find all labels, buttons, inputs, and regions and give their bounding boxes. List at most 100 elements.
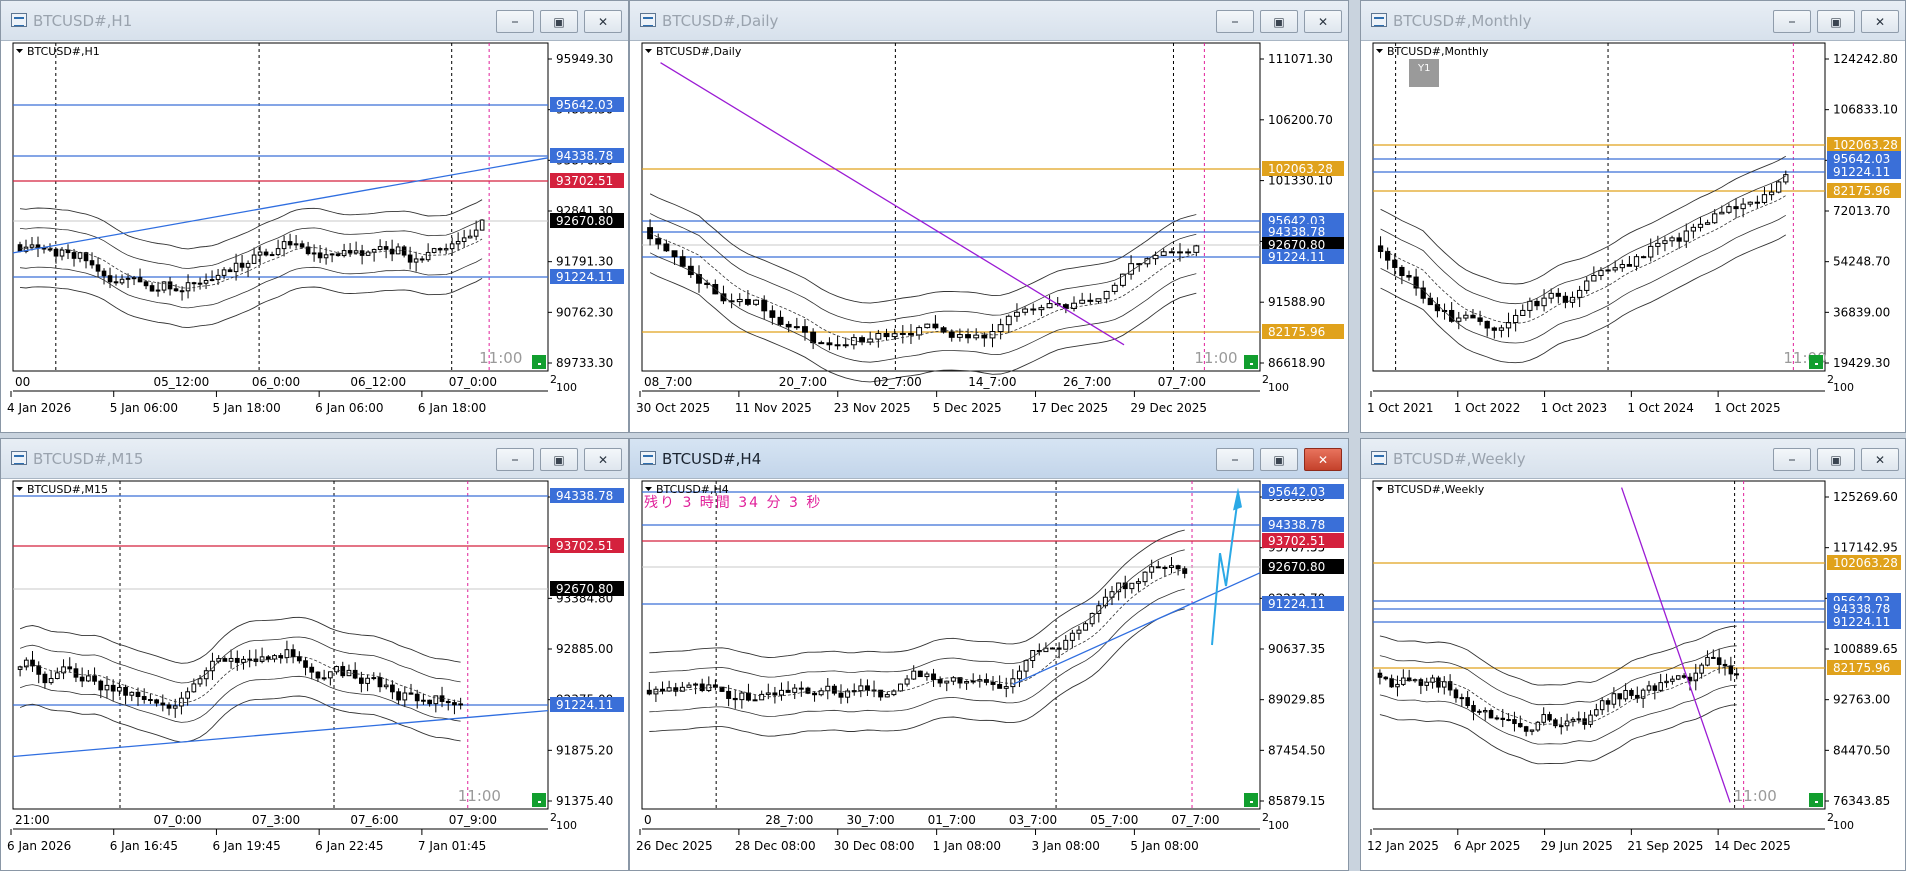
chart-window-h1[interactable]: BTCUSD#,H1 ⎯ ▣ ✕ BTCUSD#,H1 11:00 95949.30… [0, 0, 629, 433]
minimize-button[interactable]: ⎯ [496, 10, 534, 33]
candle [155, 281, 161, 297]
time-axis-top-label: 05_12:00 [153, 375, 209, 389]
close-button[interactable]: ✕ [1861, 448, 1899, 471]
chart-area[interactable]: BTCUSD#,Daily 11:00 111071.30 106200.70 1013… [630, 41, 1348, 432]
minimize-button[interactable]: ⎯ [1216, 448, 1254, 471]
window-titlebar[interactable]: BTCUSD#,H1 ⎯ ▣ ✕ [1, 1, 628, 41]
candle [341, 243, 347, 258]
plot-frame [1372, 480, 1826, 810]
status-indicator [1809, 793, 1823, 807]
price-chart[interactable]: BTCUSD#,Daily 11:00 111071.30 106200.70 1013… [630, 41, 1348, 432]
minimize-button[interactable]: ⎯ [1773, 448, 1811, 471]
minimize-button[interactable]: ⎯ [1216, 10, 1254, 33]
plot-frame [12, 42, 549, 372]
close-button[interactable]: ✕ [1304, 448, 1342, 471]
level-tag: 91224.11 [550, 697, 624, 712]
candle [263, 248, 269, 257]
candle [1010, 669, 1016, 694]
time-axis-top-label: 26_7:00 [1063, 375, 1111, 389]
level-tag-text: 94338.78 [556, 489, 613, 503]
candle [981, 332, 988, 347]
candle [1588, 710, 1593, 728]
candle [209, 270, 215, 282]
candle [931, 668, 937, 687]
candle [761, 295, 768, 320]
candle [77, 252, 83, 263]
band-line [649, 588, 1185, 717]
chart-window-m15[interactable]: BTCUSD#,M15 ⎯ ▣ ✕ BTCUSD#,M1511:0094384.… [0, 438, 629, 871]
candle [1395, 675, 1400, 697]
candle [875, 329, 882, 348]
window-titlebar[interactable]: BTCUSD#,Weekly ⎯ ▣ ✕ [1361, 439, 1905, 479]
candle [1399, 265, 1405, 285]
candle [1640, 688, 1646, 708]
candle [1470, 308, 1476, 319]
status-indicator [532, 793, 546, 807]
chart-window-h4[interactable]: BTCUSD#,H4 ⎯ ▣ ✕ BTCUSD#,H4 残り 3 時間 34 分 … [629, 438, 1349, 871]
candle [686, 682, 692, 688]
candle [1477, 310, 1483, 326]
chart-window-weekly[interactable]: BTCUSD#,Weekly ⎯ ▣ ✕ BTCUSD#,Weekly 11:00… [1360, 438, 1906, 871]
time-axis-label: 1 Oct 2025 [1714, 401, 1781, 415]
maximize-button[interactable]: ▣ [540, 448, 578, 471]
candle [1063, 635, 1069, 650]
time-axis-top-label: 07_0:00 [449, 375, 497, 389]
candle [917, 670, 923, 678]
price-chart[interactable]: BTCUSD#,MonthlyY111:00124242.80106833.10… [1361, 41, 1905, 432]
minimize-button[interactable]: ⎯ [496, 448, 534, 471]
price-axis-label: 72013.70 [1833, 204, 1890, 218]
candle [1160, 248, 1167, 256]
candle [851, 683, 857, 696]
window-titlebar[interactable]: BTCUSD#,H4 ⎯ ▣ ✕ [630, 439, 1348, 479]
close-button[interactable]: ✕ [584, 448, 622, 471]
maximize-button[interactable]: ▣ [1817, 10, 1855, 33]
window-titlebar[interactable]: BTCUSD#,Monthly ⎯ ▣ ✕ [1361, 1, 1905, 41]
band-line [19, 258, 483, 309]
price-chart[interactable]: BTCUSD#,Weekly11:00125269.60117142.95109… [1361, 479, 1905, 870]
price-axis-label: 125269.60 [1833, 490, 1898, 504]
candle [911, 665, 917, 680]
band-line [1379, 704, 1737, 765]
price-chart[interactable]: BTCUSD#,H111:0095949.3094899.3093870.309… [1, 41, 628, 432]
chart-area[interactable]: BTCUSD#,Weekly11:00125269.60117142.95109… [1361, 479, 1905, 870]
chart-area[interactable]: BTCUSD#,H111:0095949.3094899.3093870.309… [1, 41, 628, 432]
candle [671, 250, 678, 265]
close-button[interactable]: ✕ [584, 10, 622, 33]
minimize-button[interactable]: ⎯ [1773, 10, 1811, 33]
close-button[interactable]: ✕ [1861, 10, 1899, 33]
candle [1095, 298, 1102, 304]
price-chart[interactable]: BTCUSD#,M1511:0094384.2093884.6093384.80… [1, 479, 628, 870]
band-line [1380, 195, 1787, 324]
candle [149, 282, 155, 292]
candle [227, 267, 233, 273]
candle [419, 256, 425, 263]
maximize-button[interactable]: ▣ [1260, 10, 1298, 33]
candle [785, 321, 792, 333]
maximize-button[interactable]: ▣ [1260, 448, 1298, 471]
trend-line [1012, 572, 1261, 685]
maximize-button[interactable]: ▣ [540, 10, 578, 33]
candle [377, 672, 383, 693]
window-titlebar[interactable]: BTCUSD#,Daily ⎯ ▣ ✕ [630, 1, 1348, 41]
candle [826, 337, 833, 351]
chart-area[interactable]: BTCUSD#,Monthly Y1 11:00 124242.80 106833.10… [1361, 41, 1905, 432]
candle [1513, 309, 1519, 332]
candle [1704, 219, 1711, 225]
chart-window-daily[interactable]: BTCUSD#,Daily ⎯ ▣ ✕ BTCUSD#,Daily 11:00 11… [629, 0, 1349, 433]
candle [161, 281, 167, 294]
window-titlebar[interactable]: BTCUSD#,M15 ⎯ ▣ ✕ [1, 439, 628, 479]
candle [792, 683, 798, 700]
candle [878, 689, 884, 701]
level-tag: 91224.11 [550, 269, 624, 284]
candle [997, 675, 1003, 689]
time-axis-label: 5 Jan 06:00 [110, 401, 178, 415]
chart-window-monthly[interactable]: BTCUSD#,Monthly ⎯ ▣ ✕ BTCUSD#,Monthly Y1 1… [1360, 0, 1906, 433]
candle [660, 681, 666, 695]
maximize-button[interactable]: ▣ [1817, 448, 1855, 471]
close-button[interactable]: ✕ [1304, 10, 1342, 33]
candle [371, 248, 377, 262]
chart-area[interactable]: BTCUSD#,M1511:0094384.2093884.6093384.80… [1, 479, 628, 870]
candle [1518, 715, 1523, 728]
